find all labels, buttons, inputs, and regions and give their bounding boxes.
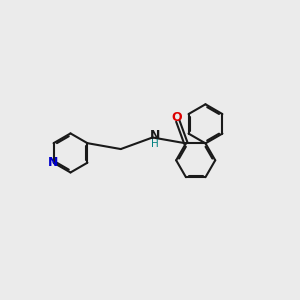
Text: H: H [151, 139, 159, 149]
Text: O: O [171, 111, 182, 124]
Text: N: N [150, 129, 160, 142]
Text: N: N [48, 156, 58, 169]
